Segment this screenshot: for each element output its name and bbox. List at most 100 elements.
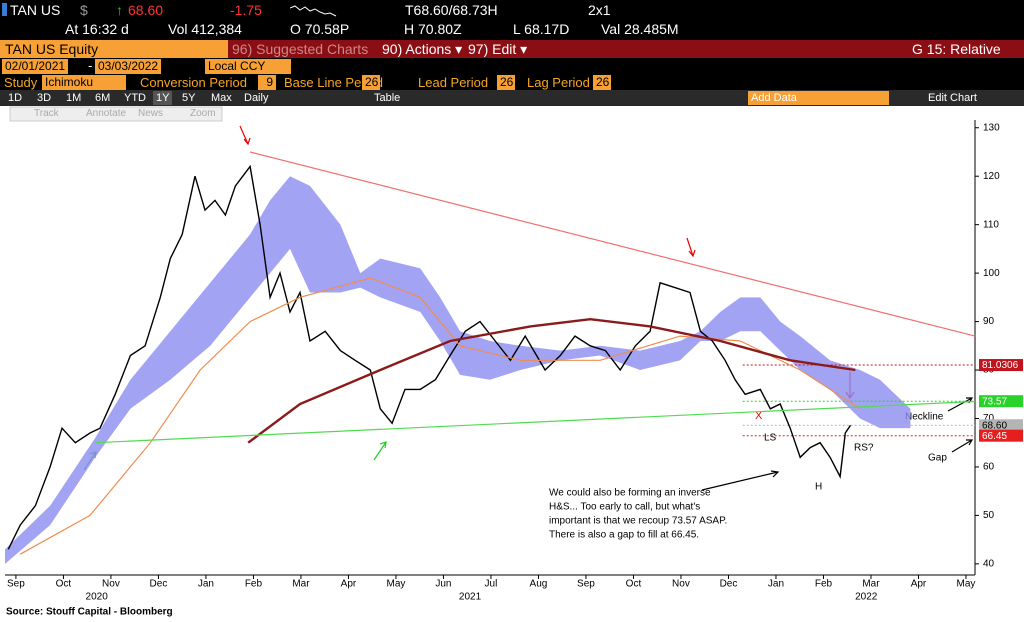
note-line: H&S... Too early to call, but what's [549,502,700,513]
x-tick-label: Mar [292,579,310,590]
x-tick-label: Jul [485,579,498,590]
range-button[interactable]: 3D [37,92,52,104]
time: At 16:32 d [65,21,129,37]
ticker: TAN US [10,2,61,18]
x-tick-label: Mar [862,579,880,590]
y-tick-label: 40 [983,558,995,569]
year-label: 2022 [855,592,878,603]
menu-item[interactable]: 90) Actions ▾ [382,41,463,57]
menu-item[interactable]: 96) Suggested Charts [232,41,369,57]
price-tag-label: 66.45 [982,431,1007,442]
study-label: Study [4,75,38,90]
x-tick-label: Jun [435,579,451,590]
note-line: There is also a gap to fill at 66.45. [549,530,699,541]
x-tick-label: Feb [245,579,263,590]
tool-button[interactable]: Track [34,108,59,119]
y-tick-label: 110 [983,219,999,230]
annotation: RS? [854,443,874,454]
param-label: Lag Period [527,75,590,90]
page-title: G 15: Relative [912,41,1001,57]
table[interactable]: Table [374,92,401,104]
x-tick-label: Jan [198,579,214,590]
price-tag-label: 68.60 [982,420,1007,431]
x-tick-label: Dec [720,579,738,590]
annotation: Gap [928,453,947,464]
end-date[interactable]: 03/03/2022 [95,59,162,74]
price-tag [979,395,1023,408]
value: Val 28.485M [601,21,679,37]
annotation: X [755,410,763,422]
y-tick-label: 130 [983,122,1000,133]
frequency[interactable]: Daily [244,92,269,104]
series-line [247,317,856,444]
x-tick-label: May [957,579,976,590]
source: Source: Stouff Capital - Bloomberg [6,607,173,618]
y-tick-label: 60 [983,462,995,473]
range-button[interactable]: YTD [124,92,146,104]
x-tick-label: Oct [56,579,72,590]
security-bar [0,40,228,58]
series-line [19,277,861,555]
tool-button[interactable]: Annotate [86,108,127,119]
annotation: LS [764,433,777,444]
x-tick-label: Nov [102,579,120,590]
sparkline [290,5,337,17]
x-tick-label: Jan [768,579,784,590]
range-button[interactable]: 1D [8,92,23,104]
add-data[interactable]: Add Data [748,91,889,105]
security: TAN US Equity [5,41,99,57]
y-tick-label: 100 [983,268,1000,279]
range-button[interactable]: 6M [95,92,111,104]
param-value[interactable]: 26 [497,75,515,90]
range-button[interactable]: 1M [66,92,82,104]
x-tick-label: Dec [150,579,168,590]
dash: - [88,58,93,73]
param-value[interactable]: 26 [593,75,611,90]
note-line: We could also be forming an inverse [549,488,711,499]
param-label: Conversion Period [140,75,247,90]
range-button[interactable]: 5Y [182,92,196,104]
menu-item[interactable]: 97) Edit ▾ [468,41,528,57]
x-tick-label: Sep [7,579,25,590]
y-tick-label: 70 [983,413,995,424]
tool-button[interactable]: Zoom [190,108,216,119]
price-tag [979,359,1023,372]
currency-mode[interactable]: Local CCY [205,59,291,74]
range-button[interactable]: Max [211,92,232,104]
x-tick-label: Feb [815,579,833,590]
note-line: important is that we recoup 73.57 ASAP. [549,516,727,527]
start-date[interactable]: 02/01/2021 [2,59,69,74]
tool-button[interactable]: News [138,108,164,119]
currency: $ [80,2,88,18]
price-tag [979,429,1023,442]
study[interactable]: Ichimoku [42,75,126,90]
annotation: Neckline [905,412,944,423]
ichimoku-cloud [5,176,911,564]
price-tag-label: 73.57 [982,396,1007,407]
range-button[interactable]: 1Y [153,91,173,105]
y-tick-label: 50 [983,510,995,521]
high: H 70.80Z [404,21,462,37]
low: L 68.17D [513,21,570,37]
change: -1.75 [230,2,262,18]
tool-bar [9,106,223,122]
price-tag-label: 81.0306 [982,360,1019,371]
y-tick-label: 90 [983,316,995,327]
year-label: 2020 [86,592,109,603]
volume: Vol 412,384 [168,21,242,37]
year-label: 2021 [459,592,482,603]
layout: 2x1 [588,2,611,18]
edit-chart[interactable]: Edit Chart [928,92,977,104]
x-tick-label: Aug [530,579,548,590]
open: O 70.58P [290,21,350,37]
up-arrow: ↑ [116,2,123,18]
annotation: H [815,482,822,493]
bid-ask: T68.60/68.73H [405,2,498,18]
param-value[interactable]: 9 [258,75,276,90]
param-value[interactable]: 26 [362,75,380,90]
param-label: Base Line Period [284,75,384,90]
x-tick-label: Apr [911,579,927,590]
x-tick-label: Nov [672,579,690,590]
x-tick-label: May [386,579,405,590]
